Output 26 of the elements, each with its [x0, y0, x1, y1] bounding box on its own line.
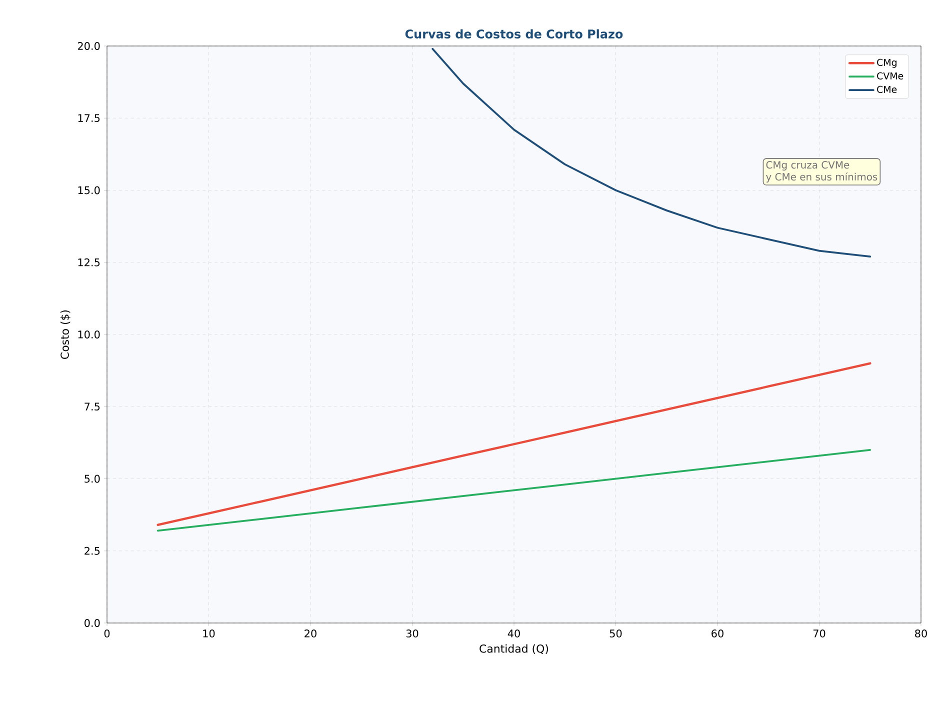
legend-label: CVMe [877, 72, 904, 80]
legend-label: CMe [877, 86, 897, 93]
y-tick-label: 20.0 [78, 42, 100, 50]
x-tick-label: 40 [508, 630, 520, 638]
annotation: y CMe en sus mínimos [766, 172, 878, 182]
y-axis-title: Costo ($) [60, 310, 70, 359]
y-tick-label: 17.5 [78, 114, 100, 122]
chart-title: Curvas de Costos de Corto Plazo [405, 29, 623, 38]
y-tick-label: 7.5 [84, 402, 100, 411]
y-tick-label: 0.0 [84, 619, 100, 627]
x-tick-label: 10 [203, 630, 215, 638]
y-tick-label: 12.5 [78, 258, 100, 266]
x-tick-label: 20 [304, 630, 316, 638]
x-axis-title: Cantidad (Q) [480, 644, 548, 654]
x-tick-label: 30 [406, 630, 418, 638]
y-tick-label: 15.0 [78, 186, 100, 194]
y-tick-label: 5.0 [84, 474, 100, 483]
annotation: CMg cruza CVMe [766, 161, 850, 171]
y-tick-label: 10.0 [78, 330, 100, 338]
x-tick-label: 70 [813, 630, 826, 638]
y-tick-label: 2.5 [84, 546, 100, 555]
x-tick-label: 0 [104, 630, 110, 638]
legend-label: CMg [877, 58, 896, 68]
x-tick-label: 80 [915, 630, 927, 638]
x-tick-label: 50 [610, 630, 622, 638]
x-tick-label: 60 [712, 630, 724, 638]
